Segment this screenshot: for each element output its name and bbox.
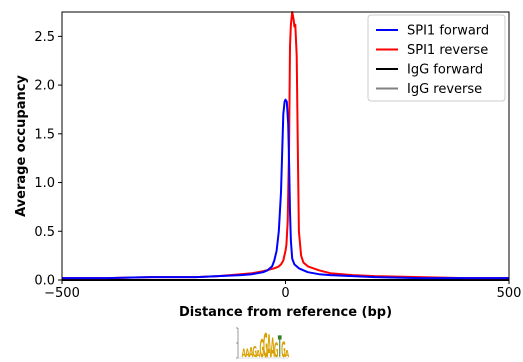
y-tick-label: 0.5 bbox=[34, 225, 55, 240]
logo-letter: A bbox=[256, 348, 261, 359]
legend-entry: SPI1 forward bbox=[407, 24, 489, 39]
logo-letter: G bbox=[252, 344, 257, 360]
logo-letter: G bbox=[260, 335, 265, 360]
y-tick-label: 2.5 bbox=[34, 30, 55, 45]
y-tick-label: 1.0 bbox=[34, 176, 55, 191]
logo-letter: A bbox=[245, 348, 249, 360]
x-tick-label: 0 bbox=[281, 286, 289, 301]
logo-letter: A bbox=[249, 347, 253, 360]
logo-letter: G bbox=[281, 338, 286, 360]
logo-letter: G bbox=[274, 341, 279, 360]
y-axis-title: Average occupancy bbox=[14, 75, 29, 217]
x-tick-label: −500 bbox=[44, 286, 80, 301]
logo-letter: A bbox=[270, 333, 274, 360]
x-axis: −500 0 500 bbox=[44, 280, 521, 301]
x-axis-title: Distance from reference (bp) bbox=[179, 305, 392, 320]
logo-axis bbox=[236, 327, 288, 359]
logo-letter: T bbox=[278, 331, 282, 360]
legend-entry: IgG reverse bbox=[407, 82, 482, 97]
legend-entry: IgG forward bbox=[407, 63, 483, 78]
legend-entry: SPI1 reverse bbox=[407, 43, 488, 58]
y-axis: 0.0 0.5 1.0 1.5 2.0 2.5 bbox=[34, 30, 62, 289]
legend: SPI1 forward SPI1 reverse IgG forward IgG r… bbox=[367, 14, 506, 102]
y-tick-label: 0.0 bbox=[34, 274, 55, 289]
logo-letter: G bbox=[263, 326, 268, 360]
series-line-0 bbox=[62, 98, 509, 280]
logo-letter: A bbox=[285, 348, 290, 359]
logo-letter: A bbox=[242, 348, 246, 360]
y-tick-label: 2.0 bbox=[34, 79, 55, 94]
y-tick-label: 1.5 bbox=[34, 127, 55, 142]
legend-box bbox=[367, 14, 506, 102]
logo-letter: A bbox=[267, 329, 271, 360]
x-tick-label: 500 bbox=[497, 286, 522, 301]
